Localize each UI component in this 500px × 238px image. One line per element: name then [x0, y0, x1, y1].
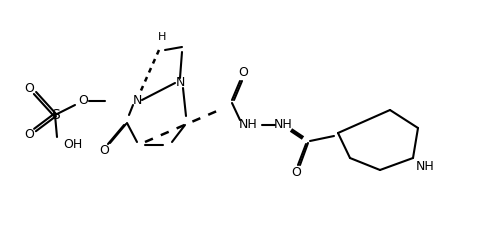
- Text: NH: NH: [274, 119, 292, 132]
- Text: O: O: [78, 94, 88, 108]
- Text: O: O: [238, 66, 248, 79]
- Text: O: O: [24, 129, 34, 142]
- Text: O: O: [24, 81, 34, 94]
- Text: NH: NH: [238, 119, 258, 132]
- Text: H: H: [158, 32, 166, 42]
- Text: N: N: [132, 94, 141, 106]
- Text: NH: NH: [416, 159, 434, 173]
- Text: O: O: [99, 144, 109, 158]
- Text: S: S: [50, 108, 59, 122]
- Text: N: N: [176, 76, 184, 89]
- Text: O: O: [291, 167, 301, 179]
- Text: OH: OH: [63, 139, 82, 152]
